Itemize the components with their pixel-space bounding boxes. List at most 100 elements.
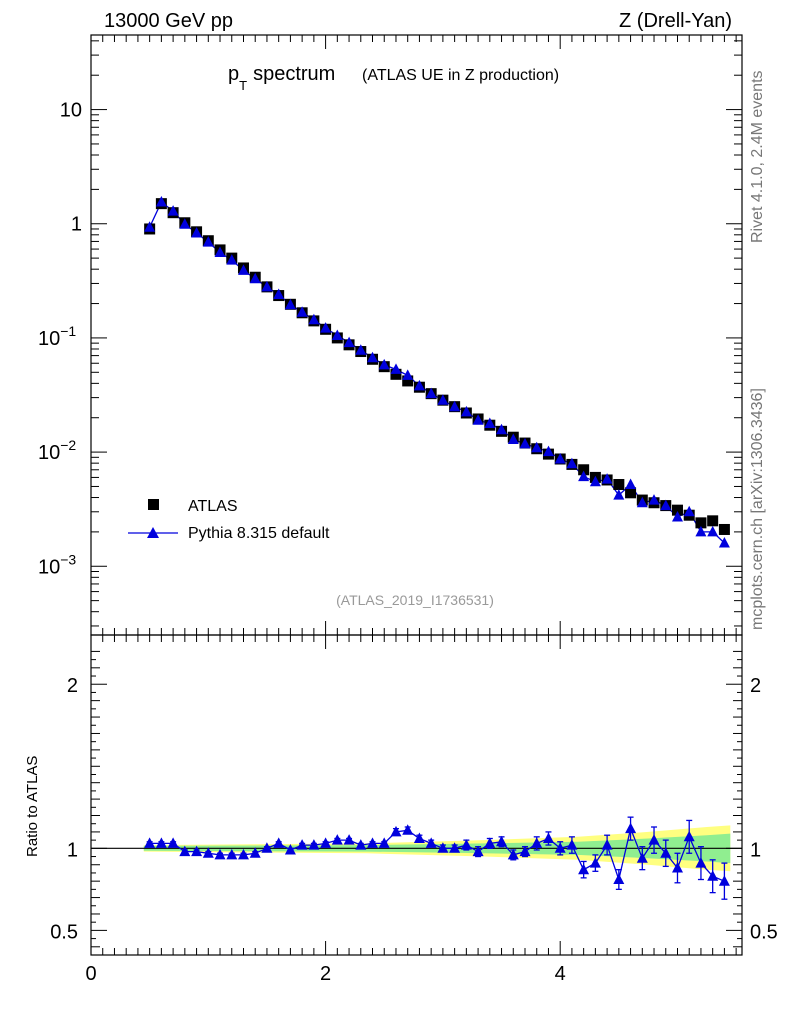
mc-data-point (390, 363, 402, 374)
main-y-tick-label: 10 (60, 100, 82, 122)
mc-data-point (261, 280, 273, 292)
mc-data-point (273, 288, 285, 299)
ratio-data-point (308, 839, 320, 850)
ratio-data-point (273, 837, 285, 848)
main-y-tick-label: 10−2 (38, 437, 76, 464)
ratio-data-point (519, 845, 531, 857)
ratio-data-point (320, 837, 332, 848)
ratio-data-point (331, 834, 343, 845)
mc-data-point (167, 205, 179, 216)
mc-data-point (202, 236, 214, 247)
plot-title-paren: (ATLAS UE in Z production) (362, 67, 559, 84)
mc-data-point (613, 489, 625, 500)
ratio-data-point (284, 844, 296, 855)
plot-title: pTspectrum (228, 63, 335, 93)
ratio-data-point (601, 839, 613, 850)
axis-ticks (90, 35, 742, 955)
mc-data-point (296, 306, 308, 317)
mc-data-point (449, 400, 461, 412)
mc-data-point (718, 537, 730, 548)
rivet-version-label: Rivet 4.1.0, 2.4M events (749, 70, 766, 243)
x-tick-label: 0 (85, 963, 96, 985)
ratio-data-point (238, 848, 249, 860)
mc-data-point (155, 196, 167, 207)
ratio-data-point (496, 835, 507, 847)
atlas-data-point (718, 523, 730, 535)
ratio-data-point (460, 839, 472, 850)
ratio-data-point (202, 847, 214, 858)
legend-data-marker (148, 499, 159, 510)
ratio-data-point (660, 847, 672, 858)
x-tick-label: 2 (320, 963, 331, 985)
ratio-data-point (413, 832, 425, 843)
mc-data-point (554, 453, 566, 464)
ratio-data-point (343, 834, 355, 845)
mc-data-point (191, 227, 203, 238)
mc-data-point (413, 379, 425, 391)
mc-data-point (144, 221, 156, 232)
mcplots-label: mcplots.cern.ch [arXiv:1306.3436] (749, 388, 766, 630)
ratio-y-tick-label-right: 0.5 (750, 921, 778, 943)
mc-data-point (625, 478, 637, 489)
ratio-data-point (355, 839, 367, 850)
ratio-data-point (449, 842, 461, 853)
ratio-data-point (367, 837, 378, 848)
ratio-data-point (683, 830, 695, 842)
ratio-data-point (144, 837, 156, 848)
mc-data-point (601, 473, 613, 484)
mc-data-point (484, 417, 496, 428)
mc-data-point (566, 457, 578, 469)
ratio-data-point (625, 822, 637, 834)
ratio-ylabel: Ratio to ATLAS (24, 756, 41, 857)
plot-title-spectrum: spectrum (253, 63, 335, 85)
ratio-data-point (531, 837, 543, 848)
mc-data-point (648, 494, 660, 505)
mc-data-point (378, 358, 390, 370)
mc-data-point (226, 254, 238, 265)
ratio-data-point (718, 875, 730, 886)
mc-data-point (519, 437, 531, 449)
mc-data-point (660, 499, 672, 511)
ratio-data-point (425, 837, 437, 848)
mc-data-point (507, 433, 519, 444)
ratio-y-tick-label-left: 1 (67, 839, 78, 861)
mc-data-point (531, 441, 543, 453)
ratio-data-point (589, 857, 601, 868)
ratio-data-point (484, 837, 496, 848)
ratio-data-point (296, 839, 308, 850)
mc-data-point (249, 272, 261, 284)
ratio-data-point (261, 842, 273, 853)
ratio-data-point (167, 837, 179, 848)
ratio-data-point (378, 837, 390, 848)
ratio-data-point (249, 847, 261, 858)
mc-data-point (437, 394, 449, 405)
mc-data-point (695, 525, 707, 537)
plot-title-subscript: T (239, 78, 247, 93)
mc-data-point (707, 525, 719, 537)
axes-frames (90, 34, 743, 956)
mc-data-point (331, 329, 343, 340)
legend: ATLAS Pythia 8.315 default (128, 498, 330, 542)
mc-data-point (308, 313, 320, 325)
analysis-watermark: (ATLAS_2019_I1736531) (336, 592, 494, 608)
mc-data-point (355, 344, 367, 355)
header-left: 13000 GeV pp (104, 10, 233, 32)
ratio-data-point (155, 837, 167, 848)
header-right: Z (Drell-Yan) (619, 10, 732, 32)
ratio-data-point (707, 870, 719, 881)
ratio-data-point (566, 839, 578, 850)
ratio-data-point (507, 848, 519, 860)
ratio-plot-frame (90, 634, 743, 956)
ratio-y-tick-label-right: 2 (750, 675, 761, 697)
ratio-data-point (578, 863, 590, 875)
mc-data-point (238, 264, 249, 275)
atlas-data-point (402, 375, 414, 387)
ratio-data-point (191, 845, 203, 857)
mc-data-point (214, 246, 226, 257)
mc-data-point (284, 298, 296, 310)
atlas-data-point (613, 479, 625, 491)
mc-data-point (343, 336, 355, 348)
atlas-data-point (671, 504, 683, 516)
ratio-data-point (214, 848, 226, 860)
